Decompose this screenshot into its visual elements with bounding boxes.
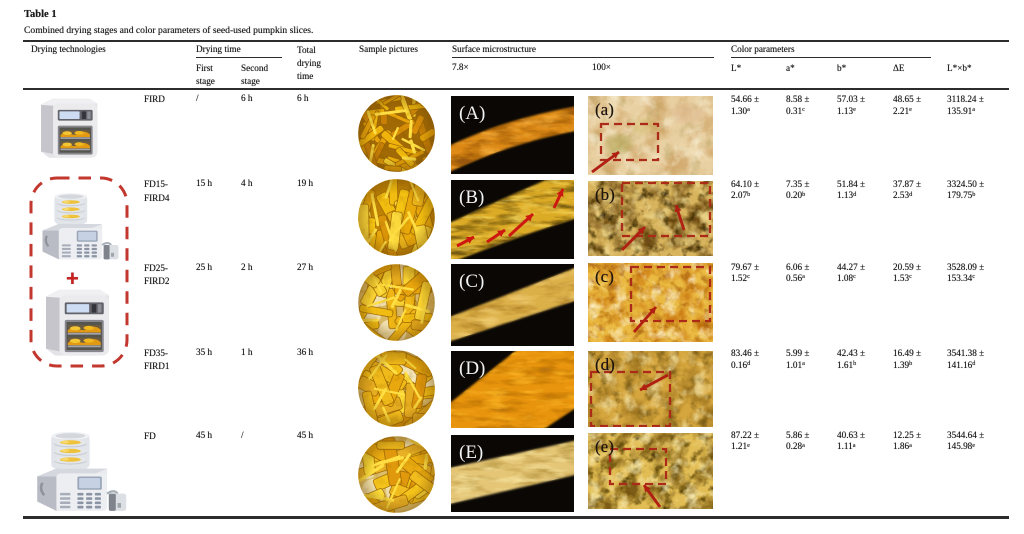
svg-text:(a): (a) bbox=[595, 100, 614, 119]
svg-text:(D): (D) bbox=[459, 358, 485, 379]
svg-text:(d): (d) bbox=[595, 355, 615, 374]
svg-text:(E): (E) bbox=[459, 442, 483, 463]
svg-text:(A): (A) bbox=[459, 103, 485, 124]
svg-text:(e): (e) bbox=[595, 437, 614, 456]
svg-text:(b): (b) bbox=[595, 185, 615, 204]
svg-text:(C): (C) bbox=[459, 271, 484, 292]
svg-text:(B): (B) bbox=[459, 187, 484, 208]
svg-text:(c): (c) bbox=[595, 267, 614, 286]
